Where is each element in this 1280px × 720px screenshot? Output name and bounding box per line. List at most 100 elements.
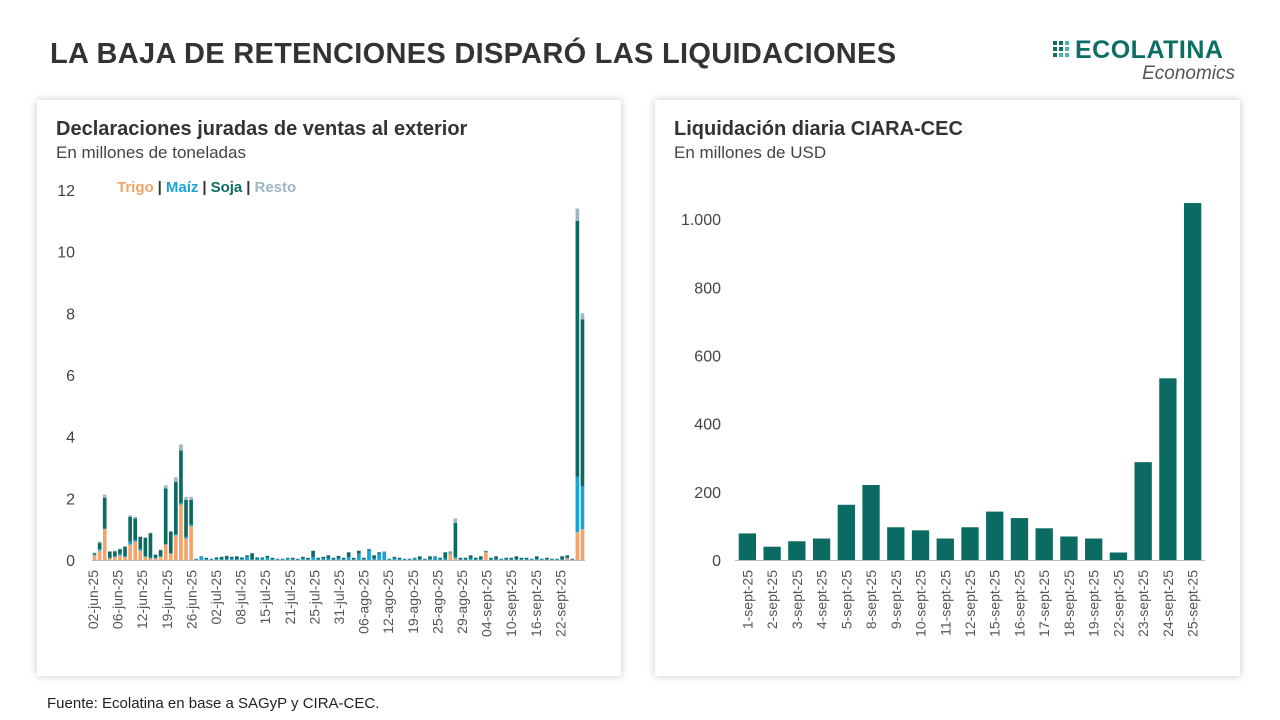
bar-segment-soja (280, 558, 285, 560)
bar-segment-maiz (224, 559, 229, 560)
bar (1109, 552, 1128, 560)
bar-segment-maiz (575, 476, 580, 533)
bar-segment-soja (168, 531, 173, 554)
bar-segment-soja (509, 557, 514, 560)
x-tick-label: 24-sept-25 (1160, 570, 1176, 637)
x-tick-label: 10-sept-25 (503, 570, 519, 637)
bar-segment-resto (118, 548, 122, 550)
bar-segment-soja (524, 557, 529, 560)
bar-segment-soja (229, 556, 234, 559)
bar-segment-soja (489, 557, 493, 560)
bar-segment-maiz (570, 559, 575, 560)
bar-segment-resto (107, 551, 112, 552)
bar-segment-resto (448, 551, 453, 553)
bar-segment-maiz (484, 551, 488, 553)
bar-segment-soja (341, 557, 346, 560)
bar-segment-maiz (301, 558, 305, 560)
bar-segment-trigo (484, 552, 488, 560)
bar-segment-soja (407, 558, 412, 560)
bar (1010, 518, 1029, 560)
bar-segment-soja (484, 551, 488, 552)
bar (986, 511, 1004, 560)
bar-segment-soja (514, 556, 519, 560)
bar-segment-maiz (499, 559, 503, 560)
bar-segment-soja (458, 557, 463, 560)
bar-segment-maiz (478, 559, 483, 560)
bar-segment-soja (209, 558, 214, 560)
bar-segment-maiz (158, 556, 163, 557)
bar-segment-trigo (179, 504, 183, 560)
bar-segment-maiz (331, 559, 336, 560)
bar-segment-soja (128, 516, 132, 542)
bar-segment-maiz (296, 559, 300, 560)
bar-segment-soja (163, 488, 168, 544)
bar-segment-trigo (168, 553, 173, 560)
right-chart-title: Liquidación diaria CIARA-CEC (674, 118, 963, 140)
bar-segment-maiz (545, 559, 549, 560)
bar-segment-soja (311, 550, 315, 557)
bar-segment-soja (204, 557, 209, 560)
bar-segment-soja (336, 555, 341, 559)
bar-segment-resto (158, 549, 163, 551)
bar-segment-trigo (92, 555, 97, 560)
y-tick-label: 0 (712, 553, 721, 570)
bar-segment-soja (539, 558, 544, 560)
logo-grid-icon (1053, 41, 1070, 58)
bar-segment-soja (326, 555, 331, 559)
bar-segment-soja (102, 497, 107, 529)
bar-segment-maiz (219, 559, 224, 560)
bar-segment-trigo (102, 529, 107, 560)
bar-segment-soja (321, 556, 326, 559)
bar-segment-maiz (199, 556, 204, 560)
x-tick-label: 12-jun-25 (134, 570, 150, 629)
right-chart-subtitle: En millones de USD (674, 143, 827, 162)
bar-segment-maiz (214, 559, 219, 560)
x-tick-label: 06-ago-25 (356, 570, 372, 634)
logo-name: ECOLATINA (1075, 36, 1224, 64)
bar-segment-soja (194, 558, 199, 560)
bar-segment-maiz (285, 558, 290, 560)
bar-segment-maiz (184, 536, 188, 539)
bar-segment-soja (402, 558, 407, 560)
bar-segment-maiz (321, 558, 326, 560)
bar-segment-maiz (417, 559, 422, 560)
bar-segment-soja (148, 533, 153, 558)
bar-segment-resto (575, 208, 580, 221)
y-tick-label: 12 (57, 183, 75, 200)
bar-segment-maiz (560, 559, 564, 560)
bar-segment-maiz (346, 556, 351, 560)
x-tick-label: 25-sept-25 (1185, 570, 1201, 637)
bar-segment-soja (463, 557, 468, 560)
bar-segment-soja (534, 556, 539, 560)
bar-segment-maiz (372, 558, 376, 560)
exports-stacked-bar-chart: 0 2 4 6 8 10 12 02-jun-25 06-jun-25 12-jun-25 19-j… (57, 183, 585, 637)
bar-segment-soja (235, 556, 239, 560)
bar-segment-resto (123, 546, 127, 547)
bar-segment-soja (265, 555, 270, 558)
bar-segment-soja (555, 558, 559, 560)
bar-segment-resto (133, 516, 138, 519)
legend-soja: Soja (210, 179, 243, 196)
bar-segment-maiz (565, 557, 570, 559)
legend-trigo: Trigo (117, 179, 154, 196)
y-tick-label: 0 (66, 553, 75, 570)
bar-segment-soja (174, 481, 178, 535)
bar-segment-maiz (402, 559, 407, 560)
x-tick-label: 4-sept-25 (814, 570, 830, 629)
bar-segment-soja (250, 553, 254, 560)
bar-segment-soja (143, 537, 148, 557)
x-tick-label: 22-sept-25 (1110, 570, 1126, 637)
bar-segment-resto (163, 485, 168, 489)
bar-segment-maiz (229, 558, 234, 560)
bar-segment-soja (453, 523, 458, 557)
bar-segment-maiz (209, 559, 214, 560)
y-tick-label: 8 (66, 306, 75, 323)
bar (812, 538, 831, 560)
bar-segment-trigo (133, 541, 138, 560)
bar-segment-maiz (433, 556, 437, 560)
bar-segment-soja (357, 550, 361, 554)
bar-segment-resto (168, 531, 173, 532)
bar-segment-maiz (453, 556, 458, 559)
bar-segment-soja (575, 220, 580, 477)
bar-segment-soja (270, 557, 275, 560)
